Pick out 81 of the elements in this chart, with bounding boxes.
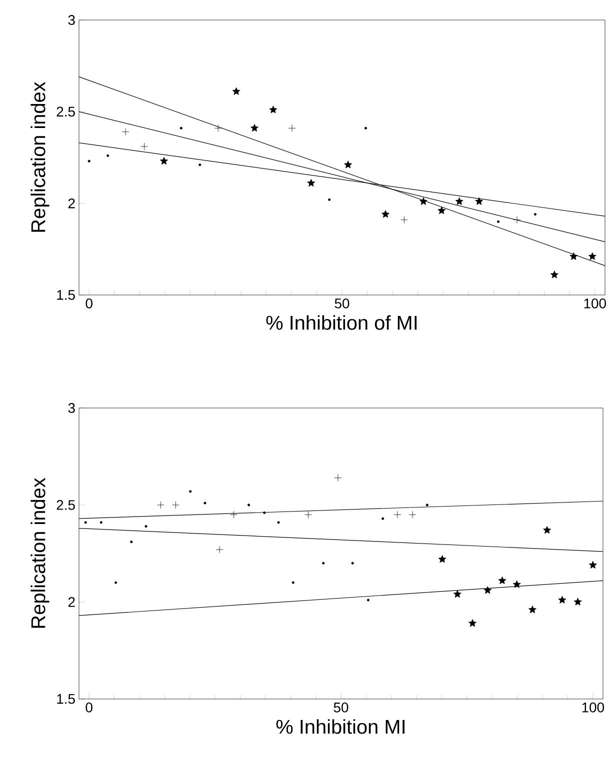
y-axis-title: Replication index xyxy=(30,478,50,628)
y-tick-label: 2.5 xyxy=(56,500,75,510)
x-axis-title: % Inhibition MI xyxy=(276,719,404,734)
point xyxy=(438,206,446,214)
point xyxy=(574,598,582,606)
point xyxy=(426,504,428,506)
point xyxy=(512,580,521,588)
point xyxy=(453,590,462,598)
point xyxy=(334,474,342,482)
point xyxy=(468,619,476,627)
x-tick-label: 0 xyxy=(86,298,92,308)
point xyxy=(204,502,206,504)
point xyxy=(364,126,368,130)
point xyxy=(484,586,492,594)
point xyxy=(130,540,133,544)
y-tick-label: 3 xyxy=(68,15,75,25)
point xyxy=(588,252,596,260)
point xyxy=(588,560,597,569)
point xyxy=(100,521,102,524)
point xyxy=(394,511,402,518)
point xyxy=(534,213,536,216)
point xyxy=(288,124,296,132)
y-axis-title: Replication index xyxy=(30,82,50,232)
point xyxy=(382,517,384,520)
point xyxy=(263,511,266,514)
point xyxy=(230,511,238,518)
point xyxy=(114,581,118,584)
point xyxy=(216,546,224,554)
point xyxy=(307,178,316,187)
y-tick-label: 2 xyxy=(68,597,75,607)
y-tick-label: 3 xyxy=(68,403,75,413)
point xyxy=(292,581,294,584)
point xyxy=(180,126,182,130)
x-tick-label: 50 xyxy=(334,298,350,308)
point xyxy=(250,124,258,132)
point xyxy=(172,501,180,509)
point xyxy=(419,197,428,205)
point xyxy=(400,216,408,224)
point xyxy=(122,128,130,136)
point xyxy=(351,562,354,564)
y-tick-label: 1.5 xyxy=(57,290,75,300)
point xyxy=(328,198,331,201)
point xyxy=(88,160,90,162)
point xyxy=(475,197,484,205)
point xyxy=(248,504,250,506)
point xyxy=(498,576,506,584)
point xyxy=(382,210,390,218)
point xyxy=(543,526,552,534)
point xyxy=(304,511,312,518)
point xyxy=(198,164,202,166)
y-tick-label: 2 xyxy=(68,198,75,208)
point xyxy=(496,220,500,223)
x-tick-label: 50 xyxy=(334,702,348,712)
y-tick-label: 2.5 xyxy=(56,106,75,117)
x-tick-label: 0 xyxy=(86,702,92,712)
point xyxy=(214,124,222,132)
point xyxy=(84,521,87,524)
point xyxy=(277,521,280,524)
x-axis-title: % Inhibition of MI xyxy=(266,315,417,330)
point xyxy=(558,596,566,604)
point xyxy=(269,106,278,114)
point xyxy=(156,501,164,509)
point xyxy=(106,154,110,157)
point xyxy=(408,511,416,518)
point xyxy=(438,555,446,563)
point xyxy=(322,562,325,564)
point xyxy=(140,142,148,150)
point xyxy=(344,160,352,168)
point xyxy=(550,270,558,278)
point xyxy=(232,87,240,95)
point xyxy=(366,598,370,602)
point xyxy=(144,525,148,528)
point xyxy=(528,606,536,614)
point xyxy=(455,197,464,205)
point xyxy=(513,216,521,224)
x-tick-label: 100 xyxy=(584,298,606,308)
point xyxy=(189,490,192,493)
x-tick-label: 100 xyxy=(582,702,604,712)
point xyxy=(570,252,578,260)
y-tick-label: 1.5 xyxy=(57,694,75,704)
point xyxy=(160,156,168,165)
